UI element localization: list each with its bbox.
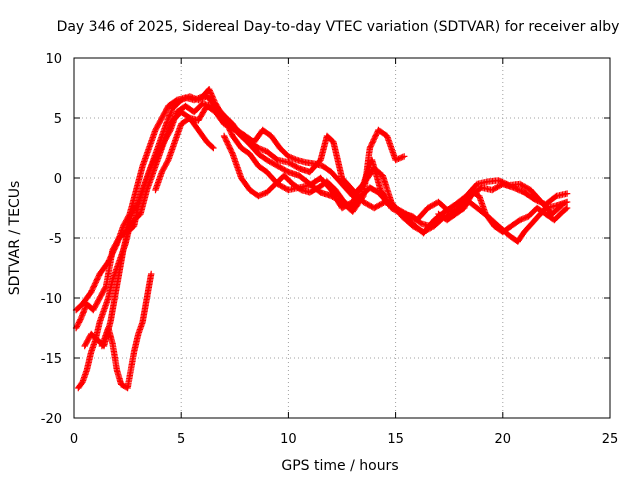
x-axis-label: GPS time / hours bbox=[281, 458, 398, 474]
x-tick-label: 25 bbox=[602, 432, 619, 447]
chart-title: Day 346 of 2025, Sidereal Day-to-day VTE… bbox=[57, 19, 620, 35]
series-points bbox=[98, 270, 155, 392]
y-tick-label: -5 bbox=[49, 232, 62, 247]
y-tick-label: -15 bbox=[41, 352, 62, 367]
series-track-7 bbox=[220, 132, 434, 230]
x-tick-label: 5 bbox=[177, 432, 185, 447]
y-tick-label: 0 bbox=[54, 172, 62, 187]
series-track-6 bbox=[152, 114, 217, 194]
axis-ticks: 0 5 10 15 20 25 -20 -15 -10 -5 0 5 10 bbox=[41, 52, 619, 447]
x-tick-label: 10 bbox=[280, 432, 297, 447]
x-tick-label: 15 bbox=[387, 432, 404, 447]
series-track-5 bbox=[98, 270, 155, 392]
series-points bbox=[435, 189, 571, 236]
x-tick-label: 0 bbox=[70, 432, 78, 447]
y-tick-label: 10 bbox=[45, 52, 62, 67]
series-track-8 bbox=[435, 189, 571, 236]
series-points bbox=[220, 132, 434, 230]
y-axis-label: SDTVAR / TECUs bbox=[7, 181, 23, 296]
y-tick-label: 5 bbox=[54, 112, 62, 127]
series-points bbox=[152, 114, 217, 194]
y-tick-label: -10 bbox=[41, 292, 62, 307]
data-marks bbox=[72, 86, 571, 392]
grid-lines bbox=[74, 58, 610, 418]
x-tick-label: 20 bbox=[495, 432, 512, 447]
y-tick-label: -20 bbox=[41, 412, 62, 427]
